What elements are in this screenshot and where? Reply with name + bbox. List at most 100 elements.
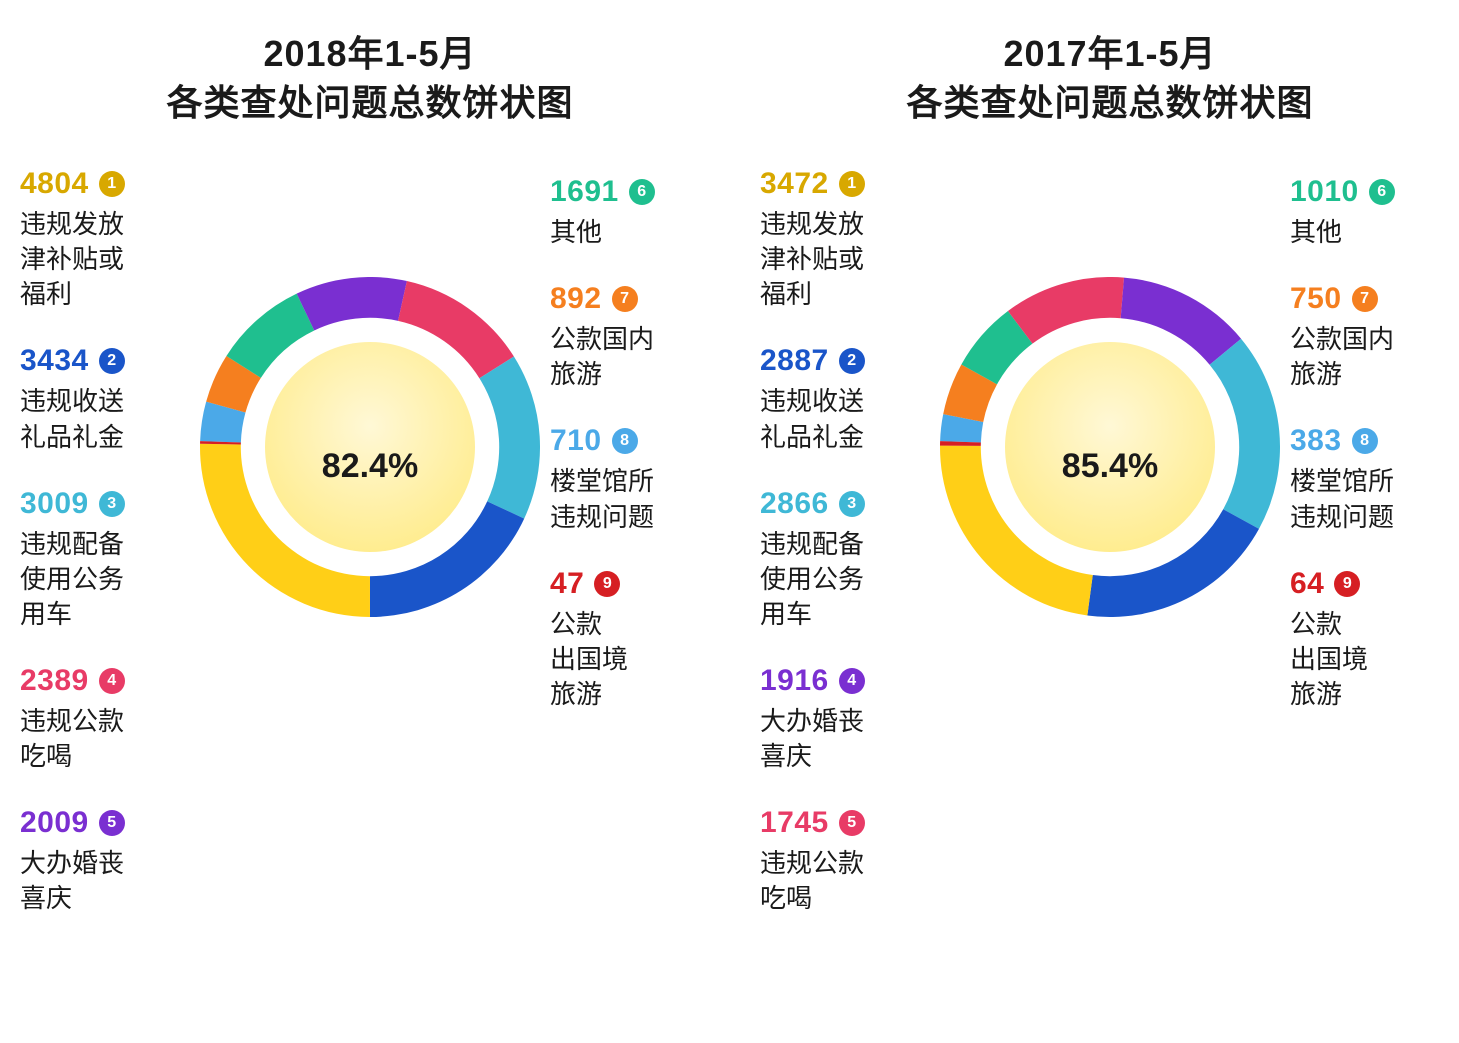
donut-chart-wrap: 85.4% [940, 167, 1280, 617]
legend-item-label: 其他 [550, 215, 690, 250]
rank-badge: 2 [839, 348, 865, 374]
legend-item: 28663 违规配备使用公务用车 [760, 487, 930, 632]
panel-content: 3472 1 违规发放津补贴或福利 2887 2 违规收送礼品礼金 28663 违规配备使用公… [760, 167, 1459, 916]
rank-badge: 3 [99, 491, 125, 517]
donut-slice [1008, 277, 1124, 344]
legend-item-label: 楼堂馆所违规问题 [550, 464, 690, 534]
legend-item: 479 公款出国境旅游 [550, 567, 720, 712]
donut-chart: 85.4% [940, 277, 1280, 617]
legend-item-value: 2866 [760, 487, 829, 521]
rank-badge: 5 [839, 810, 865, 836]
legend-item: 383 8 楼堂馆所违规问题 [1290, 424, 1459, 534]
legend-item-label: 公款国内旅游 [1290, 322, 1430, 392]
legend-item-value: 750 [1290, 282, 1342, 316]
legend-item-value: 1691 [550, 175, 619, 209]
legend-item: 30093违规配备使用公务用车 [20, 487, 190, 632]
legend-item-head: 4804 1 [20, 167, 190, 201]
legend-item-label: 违规收送礼品礼金 [760, 384, 900, 454]
panel-title: 2017年1-5月 各类查处问题总数饼状图 [760, 30, 1459, 127]
rank-badge: 9 [1334, 571, 1360, 597]
legend-item: 3472 1 违规发放津补贴或福利 [760, 167, 930, 312]
legend-left: 4804 1 违规发放津补贴或福利 3434 2 违规收送礼品礼金 30093违规配备使用公… [20, 167, 190, 916]
legend-item-label: 违规公款吃喝 [760, 846, 900, 916]
legend-item-head: 892 7 [550, 282, 720, 316]
panel-title: 2018年1-5月 各类查处问题总数饼状图 [20, 30, 720, 127]
legend-item-head: 383 8 [1290, 424, 1459, 458]
legend-item: 7507 公款国内旅游 [1290, 282, 1459, 392]
legend-item-value: 3472 [760, 167, 829, 201]
legend-item-head: 19164 [760, 664, 930, 698]
legend-item: 892 7 公款国内旅游 [550, 282, 720, 392]
legend-item-head: 3472 1 [760, 167, 930, 201]
rank-badge: 8 [612, 428, 638, 454]
legend-item-head: 3434 2 [20, 344, 190, 378]
legend-item-value: 1745 [760, 806, 829, 840]
legend-item-head: 16916 [550, 175, 720, 209]
rank-badge: 8 [1352, 428, 1378, 454]
legend-item-value: 383 [1290, 424, 1342, 458]
legend-item-head: 479 [550, 567, 720, 601]
legend-item-label: 其他 [1290, 215, 1430, 250]
legend-item: 2887 2 违规收送礼品礼金 [760, 344, 930, 454]
legend-item-label: 违规发放津补贴或福利 [20, 207, 160, 312]
legend-item: 1745 5 违规公款吃喝 [760, 806, 930, 916]
legend-item-label: 违规收送礼品礼金 [20, 384, 160, 454]
donut-slice [1210, 339, 1280, 529]
legend-item: 4804 1 违规发放津补贴或福利 [20, 167, 190, 312]
legend-item-value: 3434 [20, 344, 89, 378]
rank-badge: 4 [99, 668, 125, 694]
legend-item-head: 20095 [20, 806, 190, 840]
title-line-1: 2017年1-5月 [760, 30, 1459, 79]
legend-item: 20095 大办婚丧喜庆 [20, 806, 190, 916]
legend-item-label: 违规发放津补贴或福利 [760, 207, 900, 312]
legend-item-label: 公款出国境旅游 [550, 607, 690, 712]
legend-item: 710 8 楼堂馆所违规问题 [550, 424, 720, 534]
legend-item-head: 1745 5 [760, 806, 930, 840]
legend-item-head: 710 8 [550, 424, 720, 458]
legend-item: 3434 2 违规收送礼品礼金 [20, 344, 190, 454]
legend-left: 3472 1 违规发放津补贴或福利 2887 2 违规收送礼品礼金 28663 违规配备使用公… [760, 167, 930, 916]
legend-item-head: 7507 [1290, 282, 1459, 316]
legend-item-value: 2009 [20, 806, 89, 840]
legend-item-value: 64 [1290, 567, 1324, 601]
legend-item-value: 710 [550, 424, 602, 458]
title-line-2: 各类查处问题总数饼状图 [20, 79, 720, 128]
rank-badge: 9 [594, 571, 620, 597]
legend-item-value: 2887 [760, 344, 829, 378]
legend-item-value: 2389 [20, 664, 89, 698]
panel-2017: 2017年1-5月 各类查处问题总数饼状图 34721违规发放津补贴或福利288… [740, 0, 1459, 1043]
legend-item-head: 28663 [760, 487, 930, 521]
legend-item-label: 楼堂馆所违规问题 [1290, 464, 1430, 534]
legend-item: 1010 6 其他 [1290, 175, 1459, 250]
legend-item: 2389 4 违规公款吃喝 [20, 664, 190, 774]
legend-item-value: 1010 [1290, 175, 1359, 209]
donut-chart-wrap: 82.4% [200, 167, 540, 617]
donut-center: 85.4% [1005, 342, 1215, 552]
legend-item-head: 2887 2 [760, 344, 930, 378]
rank-badge: 6 [1369, 179, 1395, 205]
rank-badge: 4 [839, 668, 865, 694]
rank-badge: 2 [99, 348, 125, 374]
legend-item-label: 公款国内旅游 [550, 322, 690, 392]
legend-item: 64 9 公款出国境旅游 [1290, 567, 1459, 712]
title-line-2: 各类查处问题总数饼状图 [760, 79, 1459, 128]
legend-item-head: 64 9 [1290, 567, 1459, 601]
legend-item: 19164大办婚丧喜庆 [760, 664, 930, 774]
rank-badge: 1 [839, 171, 865, 197]
legend-item-label: 大办婚丧喜庆 [20, 846, 160, 916]
donut-slice [479, 357, 540, 519]
rank-badge: 7 [612, 286, 638, 312]
legend-item-label: 公款出国境旅游 [1290, 607, 1430, 712]
rank-badge: 1 [99, 171, 125, 197]
legend-item-value: 4804 [20, 167, 89, 201]
legend-item-head: 30093 [20, 487, 190, 521]
legend-item-value: 892 [550, 282, 602, 316]
legend-item-head: 1010 6 [1290, 175, 1459, 209]
legend-item-label: 违规公款吃喝 [20, 704, 160, 774]
legend-item-label: 违规配备使用公务用车 [760, 527, 900, 632]
legend-item: 16916 其他 [550, 175, 720, 250]
donut-chart: 82.4% [200, 277, 540, 617]
legend-item-head: 2389 4 [20, 664, 190, 698]
legend-right: 1010 6 其他 7507 公款国内旅游 383 8 楼堂馆所违规问题 64 9 公款出国境旅游 [1290, 175, 1459, 712]
donut-slice [297, 277, 407, 330]
